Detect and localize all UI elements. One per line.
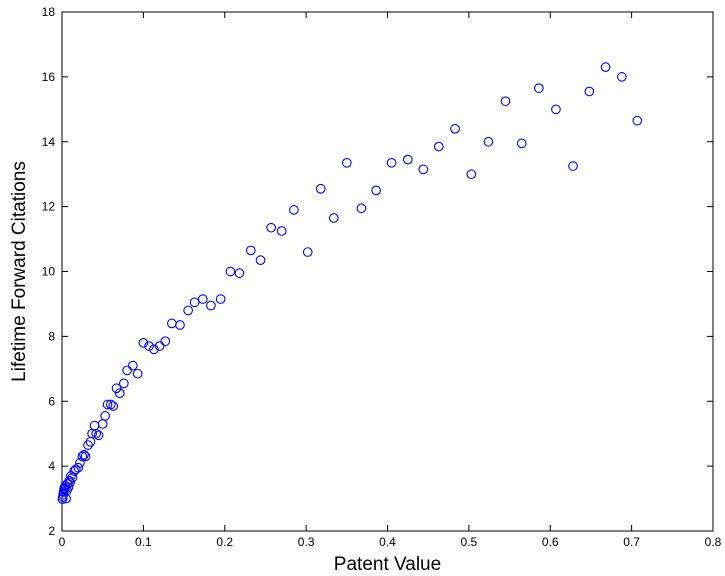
data-point [144,341,154,351]
data-point [114,388,125,398]
data-point [175,320,185,330]
data-point [183,305,193,316]
data-point [108,401,119,411]
y-axis-ticks: 2 4 6 8 10 12 14 16 18 [42,5,713,538]
x-tick-label: 0.7 [623,535,640,549]
x-tick-label: 0 [59,535,66,549]
data-point [160,336,171,347]
data-point [154,341,165,351]
data-point [189,297,200,308]
data-point [516,138,527,149]
data-point [302,247,313,257]
data-point [206,300,216,311]
data-point [75,458,85,468]
data-point [371,185,381,196]
data-point [568,161,578,171]
data-point [79,449,89,460]
x-tick-label: 0.1 [135,535,152,549]
x-tick-label: 0.6 [542,535,559,549]
axes [61,11,714,532]
data-point [617,72,627,82]
data-points [57,62,643,505]
data-point [100,410,110,421]
data-point [65,477,75,488]
x-tick-label: 0.2 [216,535,233,549]
data-point [197,294,208,304]
data-point [80,451,91,462]
data-point [132,368,143,379]
data-point [315,183,326,194]
data-point [356,203,367,214]
y-tick-label: 8 [48,329,55,343]
data-point [234,268,245,278]
data-point [600,62,611,72]
data-point [255,255,266,265]
data-point [64,475,75,486]
data-point [105,399,116,410]
data-point [225,266,236,277]
y-axis-title: Lifetime Forward Citations [9,161,30,382]
data-point [328,213,339,223]
data-point [386,157,397,168]
data-point [266,222,276,233]
y-tick-label: 16 [42,70,56,84]
data-point [289,205,299,215]
data-point [584,86,595,97]
data-point [500,96,511,107]
y-tick-label: 2 [48,524,55,538]
data-point [632,115,643,126]
data-point [276,226,287,236]
data-point [77,451,88,462]
data-point [551,104,561,115]
data-point [149,344,159,355]
data-point [341,157,352,168]
data-point [466,169,477,180]
data-point [433,141,444,152]
data-point [534,83,544,94]
data-point [93,430,104,441]
plot-frame [61,11,714,532]
x-axis-ticks: 0 0.1 0.2 0.3 0.4 0.5 0.6 0.7 0.8 [59,12,722,549]
data-point [118,378,129,389]
x-tick-label: 0.4 [379,535,396,549]
x-axis-title: Patent Value [334,554,441,575]
y-tick-label: 14 [42,135,56,149]
data-point [63,482,74,493]
data-point [91,428,102,439]
y-tick-label: 12 [42,200,56,214]
data-point [450,123,460,134]
data-point [245,245,256,256]
y-tick-label: 4 [48,459,55,473]
data-point [402,154,413,165]
data-point [73,462,84,473]
data-point [111,383,122,394]
x-tick-label: 0.8 [705,535,722,549]
y-tick-label: 10 [42,265,56,279]
data-point [66,471,76,481]
data-point [483,136,494,147]
x-tick-label: 0.3 [298,535,315,549]
data-point [97,419,108,429]
data-point [122,365,132,376]
data-point [83,440,93,450]
y-tick-label: 6 [48,394,55,408]
data-point [167,318,177,329]
data-point [138,338,149,348]
data-point [89,420,100,431]
data-point [418,164,429,175]
data-point [127,360,138,371]
y-tick-label: 18 [42,5,56,19]
x-tick-label: 0.5 [461,535,478,549]
data-point [215,294,226,304]
data-point [102,399,113,410]
data-point [67,472,78,483]
